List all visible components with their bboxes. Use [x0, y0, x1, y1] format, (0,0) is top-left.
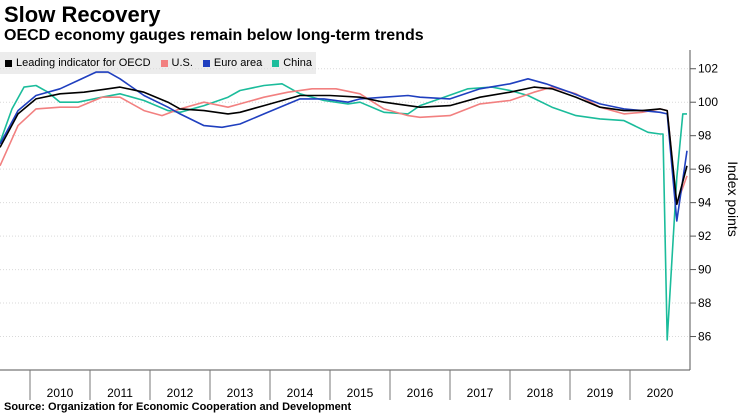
legend-swatch-oecd — [5, 59, 12, 67]
x-tick-label: 2011 — [107, 386, 133, 400]
axis-layer: 86 88 90 92 94 96 98 100 102 2010 2011 2012 2013 2014… — [0, 50, 740, 400]
legend-item-china: China — [272, 57, 312, 69]
series-line-china — [0, 83, 687, 341]
x-tick-label: 2015 — [347, 386, 374, 400]
grid-layer — [0, 68, 690, 338]
y-tick-label: 86 — [698, 330, 712, 344]
x-tick-label: 2017 — [467, 386, 494, 400]
legend-label-us: U.S. — [171, 57, 193, 69]
series-line-us — [0, 86, 688, 206]
chart-title: Slow Recovery — [4, 2, 161, 27]
source-note: Source: Organization for Economic Cooper… — [4, 401, 352, 413]
series-line-euro — [0, 71, 688, 222]
x-tick-label: 2018 — [527, 386, 554, 400]
legend-label-oecd: Leading indicator for OECD — [16, 57, 151, 69]
legend-label-china: China — [283, 57, 312, 69]
y-tick-label: 96 — [698, 162, 712, 176]
x-tick-label: 2020 — [647, 386, 674, 400]
lines-layer — [0, 71, 688, 341]
x-tick-label: 2010 — [47, 386, 74, 400]
chart-subtitle: OECD economy gauges remain below long-te… — [4, 27, 424, 44]
y-tick-label: 92 — [698, 229, 712, 243]
y-tick-label: 90 — [698, 263, 712, 277]
legend-item-us: U.S. — [160, 57, 193, 69]
series-line-oecd — [0, 86, 688, 206]
y-axis-title: Index points — [725, 161, 740, 237]
legend-label-euro: Euro area — [213, 57, 263, 69]
legend-swatch-euro — [202, 59, 210, 67]
x-tick-label: 2012 — [167, 386, 194, 400]
legend-item-euro: Euro area — [202, 57, 263, 69]
y-tick-label: 88 — [698, 296, 712, 310]
x-tick-label: 2016 — [407, 386, 434, 400]
x-tick-label: 2019 — [587, 386, 614, 400]
legend-swatch-us — [160, 59, 168, 67]
x-tick-label: 2014 — [287, 386, 314, 400]
legend-swatch-china — [272, 59, 280, 67]
legend-item-oecd: Leading indicator for OECD — [5, 57, 151, 69]
x-tick-label: 2013 — [227, 386, 254, 400]
y-tick-label: 94 — [698, 196, 712, 210]
y-tick-label: 102 — [698, 62, 718, 76]
y-tick-label: 100 — [698, 95, 718, 109]
y-tick-label: 98 — [698, 129, 712, 143]
